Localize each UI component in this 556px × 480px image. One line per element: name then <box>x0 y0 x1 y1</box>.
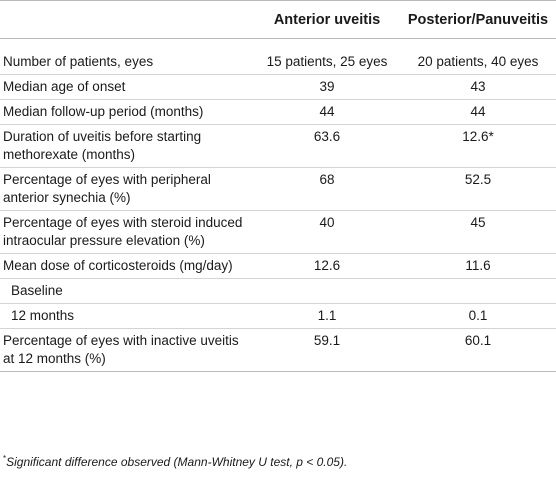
table-row: Percentage of eyes with peripheral anter… <box>0 167 556 211</box>
posterior-value: 60.1 <box>400 328 556 372</box>
table-row: Duration of uveitis before starting meth… <box>0 124 556 168</box>
table-row: Median follow-up period (months) 44 44 <box>0 99 556 125</box>
anterior-value: 39 <box>254 74 400 100</box>
anterior-value: 63.6 <box>254 124 400 168</box>
table-row: Median age of onset 39 43 <box>0 74 556 100</box>
row-label: Percentage of eyes with peripheral anter… <box>0 167 254 211</box>
row-label: Duration of uveitis before starting meth… <box>0 124 254 168</box>
anterior-value: 1.1 <box>254 303 400 329</box>
table-row: Number of patients, eyes 15 patients, 25… <box>0 50 556 75</box>
table-row: 12 months 1.1 0.1 <box>0 303 556 329</box>
anterior-value <box>254 278 400 304</box>
anterior-value: 15 patients, 25 eyes <box>254 50 400 75</box>
table-row: Percentage of eyes with steroid induced … <box>0 210 556 254</box>
footnote-marker: * <box>3 454 7 463</box>
row-label: Mean dose of corticosteroids (mg/day) <box>0 253 254 279</box>
row-label: Number of patients, eyes <box>0 50 254 75</box>
posterior-value <box>400 278 556 304</box>
anterior-value: 40 <box>254 210 400 254</box>
anterior-value: 44 <box>254 99 400 125</box>
table-header: Anterior uveitis Posterior/Panuveitis <box>0 0 556 51</box>
header-posterior-panuveitis: Posterior/Panuveitis <box>400 0 556 39</box>
table-row: Mean dose of corticosteroids (mg/day) 12… <box>0 253 556 279</box>
table-row: Percentage of eyes with inactive uveitis… <box>0 328 556 372</box>
row-label: Baseline <box>0 278 254 304</box>
anterior-value: 12.6 <box>254 253 400 279</box>
posterior-value: 0.1 <box>400 303 556 329</box>
posterior-value: 12.6* <box>400 124 556 168</box>
row-label: Percentage of eyes with steroid induced … <box>0 210 254 254</box>
posterior-value: 52.5 <box>400 167 556 211</box>
row-label: Median follow-up period (months) <box>0 99 254 125</box>
anterior-value: 68 <box>254 167 400 211</box>
posterior-value: 20 patients, 40 eyes <box>400 50 556 75</box>
posterior-value: 43 <box>400 74 556 100</box>
table-body: Number of patients, eyes 15 patients, 25… <box>0 50 556 372</box>
posterior-value: 45 <box>400 210 556 254</box>
anterior-value: 59.1 <box>254 328 400 372</box>
results-table-container: Anterior uveitis Posterior/Panuveitis Nu… <box>0 0 556 372</box>
footnote-text: Significant difference observed (Mann-Wh… <box>6 455 348 469</box>
table-footnote: *Significant difference observed (Mann-W… <box>3 454 347 469</box>
row-label: 12 months <box>0 303 254 329</box>
posterior-value: 11.6 <box>400 253 556 279</box>
row-label: Percentage of eyes with inactive uveitis… <box>0 328 254 372</box>
row-label: Median age of onset <box>0 74 254 100</box>
header-anterior-uveitis: Anterior uveitis <box>254 0 400 39</box>
header-label-column <box>0 0 254 39</box>
table-row: Baseline <box>0 278 556 304</box>
posterior-value: 44 <box>400 99 556 125</box>
results-table: Anterior uveitis Posterior/Panuveitis Nu… <box>0 0 556 372</box>
